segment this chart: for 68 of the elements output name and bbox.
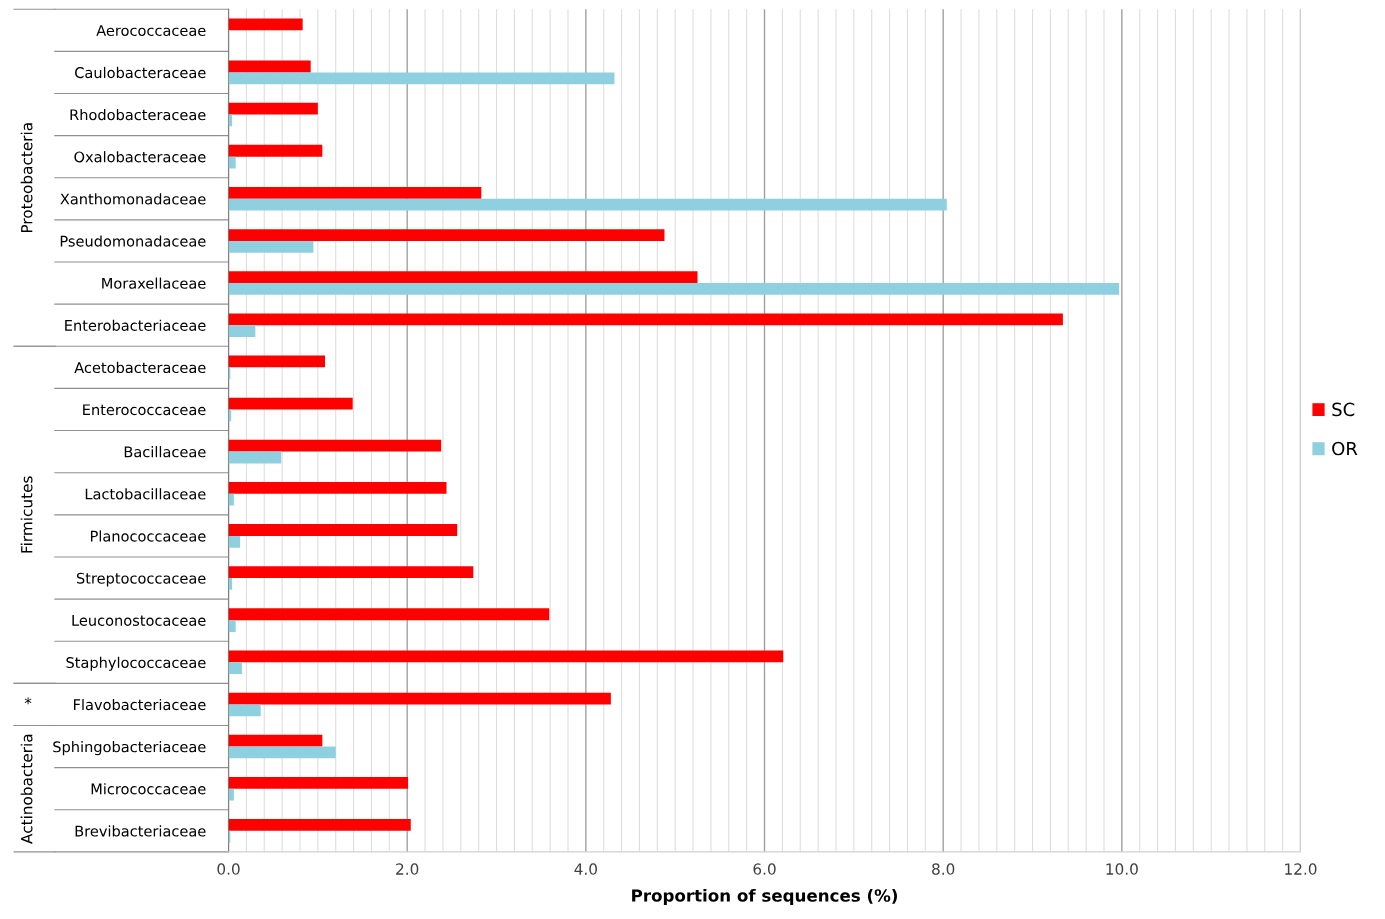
bar <box>228 72 615 85</box>
bar <box>228 271 698 284</box>
x-tick-label: 12.0 <box>1285 863 1317 875</box>
y-tick-label: Brevibacteriaceae <box>75 825 206 837</box>
bar <box>228 734 323 747</box>
bar <box>228 650 784 663</box>
bar <box>228 283 1120 295</box>
y-tick-label: Aerococcaceae <box>96 25 206 37</box>
bar <box>228 18 303 31</box>
bar <box>228 325 256 338</box>
y-tick-label: Oxalobacteraceae <box>74 151 206 163</box>
bar <box>228 620 236 632</box>
text: * <box>24 697 32 705</box>
bar <box>228 704 261 717</box>
y-tick-label: Bacillaceae <box>124 446 206 458</box>
bar <box>228 439 442 452</box>
y-tick-label: Enterococcaceae <box>83 404 206 416</box>
x-tick-label: 2.0 <box>396 863 419 875</box>
x-tick-label: 6.0 <box>753 863 776 875</box>
text: Actinobacteria <box>20 734 33 844</box>
bar <box>228 144 323 157</box>
legend-label: OR <box>1332 441 1358 456</box>
x-tick-label: 4.0 <box>574 863 597 875</box>
legend-label: SC <box>1332 402 1355 417</box>
x-tick-label: 10.0 <box>1106 863 1138 875</box>
y-tick-label: Xanthomonadaceae <box>60 193 206 205</box>
bar <box>228 187 482 199</box>
y-tick-label: Moraxellaceae <box>102 277 206 289</box>
x-tick-label: 0.0 <box>217 863 240 875</box>
y-tick-label: Pseudomonadaceae <box>60 235 206 247</box>
bar <box>228 788 234 801</box>
bar <box>228 397 353 410</box>
bar <box>228 692 611 705</box>
text: Firmicutes <box>20 476 33 553</box>
y-tick-label: Flavobacteriaceae <box>74 698 206 711</box>
y-tick-label: Leuconostocaceae <box>72 615 206 626</box>
bar <box>228 746 336 759</box>
bar <box>228 535 241 548</box>
y-tick-label: Streptococcaceae <box>76 572 206 587</box>
bar <box>228 608 550 621</box>
text: Proteobacteria <box>20 123 33 233</box>
x-axis-title: Proportion of sequences (%) <box>632 888 897 906</box>
bar <box>228 60 311 73</box>
bar <box>228 493 234 506</box>
bar <box>228 355 325 368</box>
y-tick-label: Micrococcaceae <box>91 783 206 795</box>
bar <box>228 566 474 579</box>
bar <box>228 198 947 211</box>
bar <box>228 819 411 831</box>
y-tick-label: Staphylococcaceae <box>66 656 206 671</box>
y-tick-label: Lactobacillaceae <box>85 488 206 500</box>
x-tick-label: 8.0 <box>932 863 955 875</box>
bar <box>228 156 236 169</box>
bar <box>228 776 409 789</box>
y-tick-label: Caulobacteraceae <box>75 66 206 79</box>
y-tick-label: Enterobacteriaceae <box>65 319 206 331</box>
bar <box>228 481 447 494</box>
bar <box>228 524 458 536</box>
bar <box>228 662 242 675</box>
y-tick-label: Planococcaceae <box>90 530 206 542</box>
bar <box>228 229 665 241</box>
bar <box>228 313 1063 326</box>
y-tick-label: Acetobacteraceae <box>74 361 206 374</box>
y-tick-label: Sphingobacteriaceae <box>53 741 206 756</box>
bar <box>228 102 318 115</box>
bar <box>228 240 314 253</box>
bar <box>228 451 282 464</box>
y-tick-label: Rhodobacteraceae <box>70 108 206 121</box>
